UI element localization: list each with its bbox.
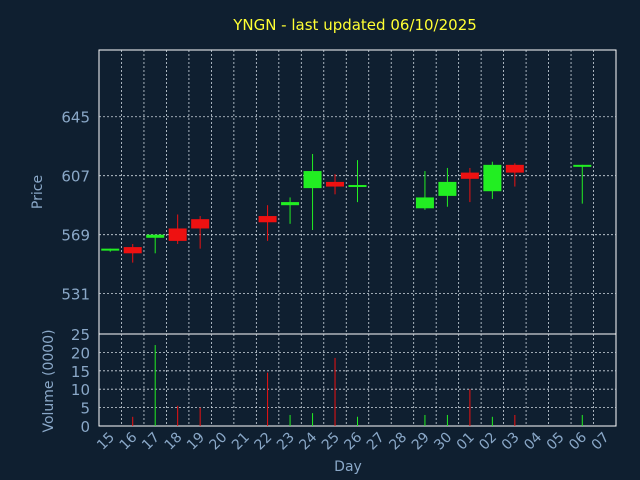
candle-body: [101, 248, 120, 251]
chart-title: YNGN - last updated 06/10/2025: [232, 16, 477, 34]
candle: [348, 160, 367, 203]
volume-plot-frame: [98, 333, 617, 427]
candle: [573, 164, 592, 204]
x-tick-label: 29: [409, 430, 433, 454]
candle-body: [281, 202, 300, 206]
x-tick-label: 02: [476, 430, 500, 454]
x-tick-label: 18: [162, 430, 186, 454]
volume-axis-label: Volume (0000): [41, 329, 57, 432]
volume-y-tick: 0: [80, 418, 90, 436]
x-tick-label: 28: [386, 430, 410, 454]
candle-body: [415, 197, 434, 209]
price-y-ticks: 531 569 607 645: [61, 109, 90, 304]
x-tick-label: 22: [251, 430, 275, 454]
x-tick-label: 04: [521, 429, 545, 453]
price-y-tick: 569: [61, 227, 90, 245]
candle-body: [573, 164, 592, 167]
price-y-tick: 607: [61, 168, 90, 186]
volume-grid: [99, 334, 616, 426]
candle: [191, 216, 210, 249]
candle-body: [191, 219, 210, 229]
candle-body: [123, 247, 142, 254]
price-panel: 531 569 607 645: [61, 49, 617, 335]
x-tick-label: 24: [296, 429, 320, 453]
x-tick-label: 15: [94, 430, 118, 454]
candle-body: [146, 234, 165, 238]
x-tick-label: 19: [184, 430, 208, 454]
price-axis-label: Price: [30, 175, 46, 209]
candle-body: [326, 181, 345, 187]
candle: [168, 214, 187, 244]
x-tick-label: 03: [499, 430, 523, 454]
x-tick-label: 06: [566, 429, 590, 453]
candle: [281, 197, 300, 224]
x-tick-label: 23: [274, 430, 298, 454]
volume-y-tick: 20: [71, 344, 90, 362]
x-tick-label: 30: [431, 430, 455, 454]
candle-body: [168, 228, 187, 241]
candle: [146, 234, 165, 254]
x-tick-label: 16: [117, 429, 141, 453]
volume-y-tick: 15: [71, 363, 90, 381]
price-y-tick: 645: [61, 109, 90, 127]
candle: [483, 161, 502, 199]
candle-body: [303, 171, 322, 189]
x-tick-label: 27: [364, 430, 388, 454]
candle: [505, 163, 524, 187]
x-tick-label: 07: [589, 430, 613, 454]
price-y-tick: 531: [61, 286, 90, 304]
candle: [326, 174, 345, 195]
candle: [438, 167, 457, 207]
volume-y-tick: 25: [71, 326, 90, 344]
volume-y-tick: 5: [80, 400, 90, 418]
x-tick-label: 20: [207, 430, 231, 454]
candles: [101, 153, 592, 263]
volume-y-tick: 10: [71, 381, 90, 399]
candle-body: [460, 172, 479, 179]
candle: [123, 243, 142, 263]
x-tick-label: 17: [139, 430, 163, 454]
candle: [460, 167, 479, 203]
x-tick-label: 26: [341, 429, 365, 453]
x-tick-label: 21: [229, 430, 253, 454]
candle: [258, 205, 277, 241]
volume-bars: [132, 345, 583, 426]
candle: [101, 248, 120, 252]
candle: [415, 171, 434, 210]
x-axis-label: Day: [334, 459, 362, 475]
candle: [303, 153, 322, 231]
x-ticks: 1516171819202122232425262728293001020304…: [94, 429, 612, 453]
price-grid: [99, 50, 616, 334]
candle-body: [505, 164, 524, 173]
x-tick-label: 05: [544, 430, 568, 454]
candle-body: [483, 164, 502, 192]
candle-body: [258, 216, 277, 223]
candle-body: [348, 185, 367, 188]
candle-body: [438, 181, 457, 196]
x-tick-label: 01: [454, 430, 478, 454]
x-tick-label: 25: [319, 430, 343, 454]
